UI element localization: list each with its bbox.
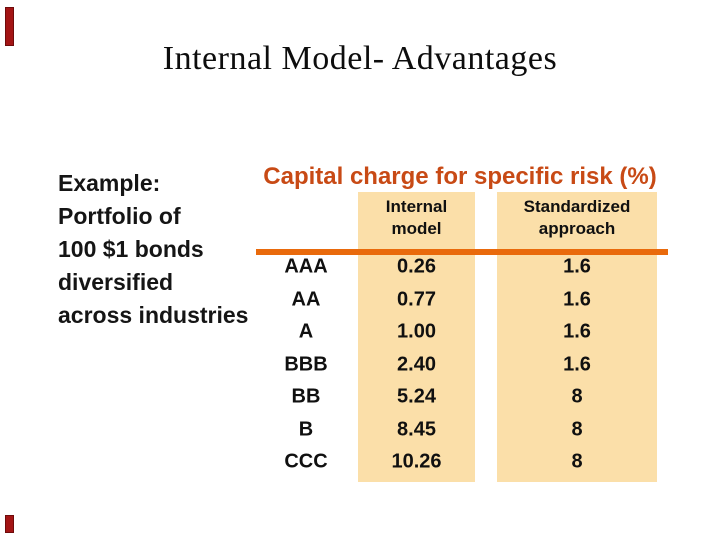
internal-model-value-cell: 8.45 (397, 418, 436, 441)
standardized-approach-value-cell: 1.6 (563, 288, 591, 311)
standardized-approach-value-cell: 8 (571, 385, 583, 408)
rating-cell: BBB (284, 353, 328, 376)
internal-model-value-cell: 10.26 (391, 450, 442, 473)
ratings-table-rows: AAA 0.26 1.6 AA 0.77 1.6 A 1.00 1.6 BBB … (0, 251, 720, 479)
example-line: Example: (58, 170, 161, 196)
example-line: Portfolio of (58, 203, 181, 229)
column-header-line: Standardized (523, 197, 631, 216)
example-line: diversified (58, 269, 174, 295)
internal-model-column-background (358, 192, 475, 482)
rating-cell: A (298, 320, 314, 343)
internal-model-value-cell: 5.24 (397, 385, 436, 408)
rating-cell: BB (291, 385, 321, 408)
column-header-line: model (391, 219, 442, 238)
header-divider-line (256, 249, 668, 255)
internal-model-value-cell: 0.26 (397, 255, 436, 278)
rating-cell: AAA (284, 255, 328, 278)
table-row: AAA 0.26 1.6 (0, 251, 720, 284)
standardized-approach-value-cell: 1.6 (563, 320, 591, 343)
column-header-line: approach (538, 219, 616, 238)
table-row: BBB 2.40 1.6 (0, 349, 720, 382)
internal-model-value-cell: 0.77 (397, 288, 436, 311)
standardized-approach-value-cell: 1.6 (563, 255, 591, 278)
example-line: 100 $1 bonds (58, 236, 204, 262)
left-edge-template-mark-top (5, 7, 14, 46)
column-header-internal-model: Internal model (358, 196, 475, 240)
standardized-approach-column-background (497, 192, 657, 482)
table-row: CCC 10.26 8 (0, 446, 720, 479)
table-row: B 8.45 8 (0, 414, 720, 447)
standardized-approach-value-cell: 8 (571, 418, 583, 441)
column-header-line: Internal (385, 197, 448, 216)
rating-cell: AA (291, 288, 321, 311)
table-heading: Capital charge for specific risk (%) (263, 163, 657, 190)
standardized-approach-value-cell: 1.6 (563, 353, 591, 376)
column-header-standardized-approach: Standardized approach (497, 196, 657, 240)
table-row: A 1.00 1.6 (0, 316, 720, 349)
example-text-block: Example: Portfolio of 100 $1 bonds diver… (58, 167, 273, 332)
table-row: BB 5.24 8 (0, 381, 720, 414)
rating-cell: B (298, 418, 314, 441)
standardized-approach-value-cell: 8 (571, 450, 583, 473)
internal-model-value-cell: 2.40 (397, 353, 436, 376)
table-row: AA 0.77 1.6 (0, 284, 720, 317)
rating-cell: CCC (284, 450, 328, 473)
left-edge-template-mark-bottom (5, 515, 14, 533)
internal-model-value-cell: 1.00 (397, 320, 436, 343)
example-line: across industries (58, 302, 249, 328)
slide-title: Internal Model- Advantages (162, 40, 558, 77)
